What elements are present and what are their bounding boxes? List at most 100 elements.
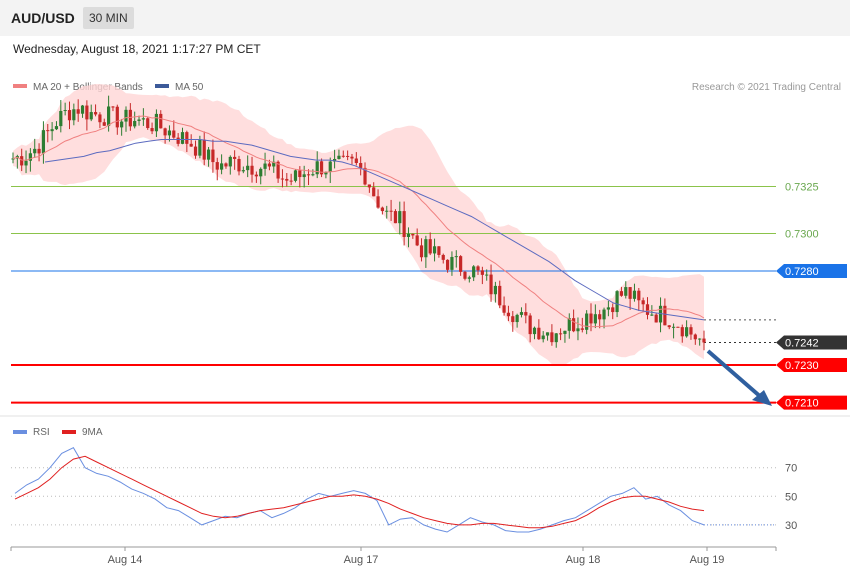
candle-body: [272, 161, 276, 167]
candle-body: [198, 139, 202, 156]
candle-body: [211, 149, 215, 163]
symbol-title: AUD/USD: [11, 10, 75, 26]
candle-body: [698, 338, 702, 340]
candle-body: [702, 338, 706, 343]
candle-body: [419, 245, 424, 258]
candle-body: [545, 332, 550, 336]
candle-body: [332, 158, 337, 162]
candle-body: [585, 313, 589, 330]
level-label-0.7210: 0.7210: [785, 398, 819, 410]
x-tick-label-Aug 19: Aug 19: [690, 554, 725, 566]
candle-body: [111, 106, 115, 108]
level-label-0.7325: 0.7325: [785, 181, 819, 193]
candle-body: [50, 129, 54, 132]
candle-body: [372, 187, 376, 197]
level-label-0.7300: 0.7300: [785, 228, 819, 240]
candle-body: [93, 112, 98, 115]
rsi-tick-label-50: 50: [785, 491, 797, 503]
candle-body: [658, 305, 663, 323]
candle-body: [524, 312, 528, 316]
candle-body: [76, 109, 80, 114]
candle-body: [537, 327, 541, 340]
candle-body: [80, 105, 85, 114]
candle-body: [237, 158, 241, 172]
candle-body: [280, 178, 285, 180]
candle-body: [645, 304, 650, 315]
candle-body: [637, 290, 641, 301]
moving-averages: [12, 115, 705, 328]
candle-body: [141, 118, 145, 120]
candle-body: [489, 274, 493, 295]
candle-body: [346, 155, 350, 157]
candle-body: [46, 130, 50, 132]
candle-body: [641, 300, 645, 305]
candle-body: [228, 156, 232, 167]
candle-body: [393, 211, 398, 224]
candle-body: [563, 330, 567, 334]
candle-body: [241, 170, 245, 172]
candle-body: [515, 314, 519, 323]
x-tick-label-Aug 18: Aug 18: [566, 554, 601, 566]
candle-body: [263, 163, 267, 169]
candle-body: [671, 326, 676, 328]
candle-body: [454, 256, 458, 258]
candle-body: [293, 170, 298, 181]
candle-body: [598, 314, 602, 320]
top-bar: [0, 0, 850, 36]
candle-body: [102, 122, 106, 126]
rsi-tick-label-30: 30: [785, 520, 797, 532]
level-label-0.7230: 0.7230: [785, 360, 819, 372]
candle-body: [172, 130, 176, 138]
candle-body: [528, 315, 532, 335]
candle-body: [363, 167, 367, 185]
candle-body: [150, 128, 154, 132]
candle-body: [54, 126, 59, 130]
candle-body: [302, 174, 306, 178]
candle-body: [428, 239, 432, 254]
candle-body: [611, 307, 615, 313]
candle-body: [506, 312, 511, 317]
rsi-panel: 70 50 30: [11, 447, 797, 533]
candle-body: [685, 327, 689, 337]
candle-body: [376, 196, 380, 208]
candle-body: [98, 114, 102, 123]
level-label-0.7242: 0.7242: [785, 337, 819, 349]
candle-body: [28, 153, 32, 161]
candle-body: [567, 318, 571, 331]
level-tag-0.7242: [776, 335, 847, 350]
price-levels: 0.7325 0.7300 0.7280 0.7242 0.7230 0.7210: [11, 181, 847, 410]
candle-body: [167, 130, 172, 136]
candle-body: [467, 277, 471, 279]
x-axis: Aug 14 Aug 17 Aug 18 Aug 19: [10, 547, 777, 566]
candle-body: [37, 148, 41, 154]
candle-body: [602, 309, 606, 320]
candle-body: [324, 171, 328, 175]
candle-body: [215, 162, 219, 170]
timeframe-button[interactable]: 30 MIN: [83, 7, 134, 29]
candle-body: [233, 156, 237, 159]
candle-body: [654, 314, 658, 323]
credit-label: Research © 2021 Trading Central: [692, 82, 841, 93]
candle-body: [398, 211, 402, 224]
candle-body: [519, 312, 524, 315]
rsi-legend-swatch: [13, 430, 27, 434]
forecast-arrow: [706, 349, 772, 406]
candle-body: [511, 316, 515, 323]
candle-body: [11, 158, 15, 160]
candle-body: [306, 174, 311, 176]
candle-body: [24, 160, 28, 166]
candle-body: [193, 146, 198, 156]
candle-body: [572, 318, 576, 332]
candle-body: [576, 328, 580, 332]
candle-body: [180, 132, 185, 144]
level-label-0.7280: 0.7280: [785, 266, 819, 278]
candle-body: [89, 112, 93, 120]
candle-body: [337, 155, 341, 159]
candle-body: [328, 161, 332, 172]
candle-body: [276, 161, 280, 179]
candle-body: [359, 163, 363, 168]
candle-body: [128, 109, 132, 127]
candle-body: [341, 155, 345, 157]
candle-body: [424, 239, 428, 258]
ma20-line: [12, 115, 705, 328]
